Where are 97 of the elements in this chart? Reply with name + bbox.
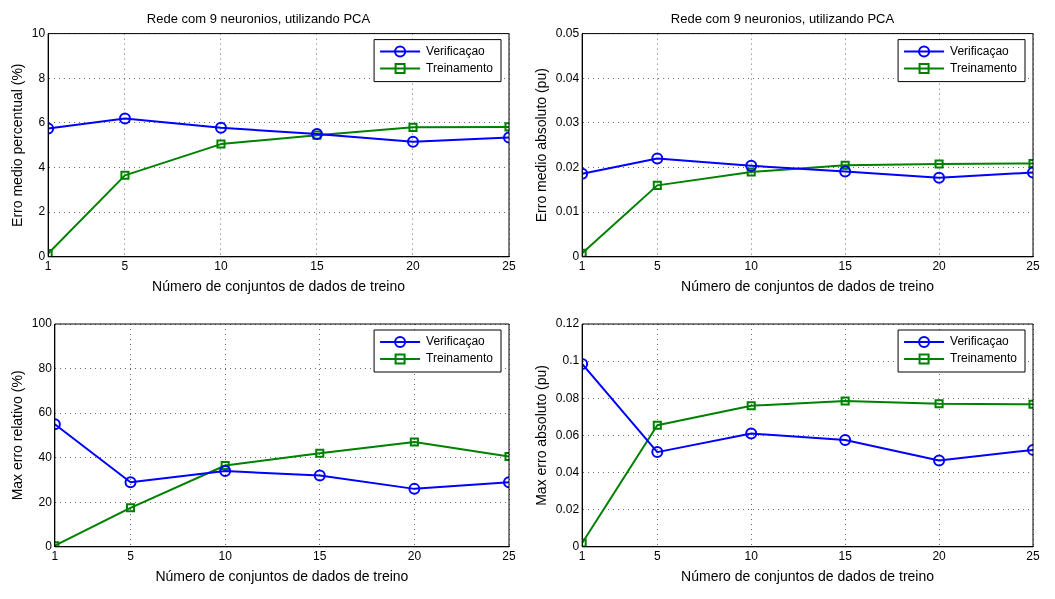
x-tick-label: 20 (407, 549, 422, 564)
point (933, 454, 946, 467)
point (840, 396, 850, 406)
point (214, 121, 227, 134)
x-tick-label: 1 (51, 549, 59, 564)
chart-title: Rede com 9 neuronios, utilizando PCA (670, 11, 895, 27)
legend-label: Verificaçao (426, 43, 486, 58)
y-tick-label: 40 (38, 449, 53, 464)
point (745, 159, 758, 172)
y-tick-label: 2 (38, 204, 46, 219)
x-tick-label: 15 (310, 259, 324, 274)
point (216, 139, 226, 149)
x-axis-title: Número de conjuntos de dados de treino (152, 278, 406, 295)
legend-label: Treinamento (426, 351, 494, 366)
x-tick-label: 5 (653, 549, 661, 564)
y-tick-label: 0 (572, 249, 580, 264)
y-tick-label: 0.02 (555, 501, 580, 516)
point (652, 420, 662, 430)
y-axis-title: Erro medio percentual (%) (9, 63, 26, 227)
y-tick-label: 0.06 (555, 427, 580, 442)
point (406, 135, 419, 148)
point (839, 434, 852, 447)
y-tick-label: 0 (45, 539, 53, 554)
y-tick-label: 0.12 (555, 316, 580, 331)
y-tick-label: 0 (38, 249, 46, 264)
x-axis-title: Número de conjuntos de dados de treino (155, 568, 409, 585)
x-tick-label: 10 (214, 259, 228, 274)
point (125, 503, 136, 513)
point (746, 167, 756, 177)
legend-label: Verificaçao (426, 334, 486, 349)
x-tick-label: 15 (313, 549, 327, 564)
x-tick-label: 10 (744, 549, 759, 564)
x-tick-label: 10 (218, 549, 233, 564)
y-tick-label: 0.01 (555, 204, 580, 219)
x-tick-label: 25 (1026, 259, 1040, 274)
y-axis-title: Max erro absoluto (pu) (533, 364, 550, 506)
x-tick-label: 20 (932, 259, 947, 274)
x-tick-label: 5 (653, 259, 661, 274)
point (120, 170, 130, 180)
x-tick-label: 20 (932, 549, 947, 564)
point (220, 460, 230, 471)
y-tick-label: 8 (38, 70, 46, 85)
y-tick-label: 0.03 (555, 115, 580, 130)
y-tick-label: 0 (572, 539, 580, 554)
point (652, 180, 662, 190)
point (124, 476, 137, 489)
x-tick-label: 15 (838, 549, 853, 564)
x-tick-label: 25 (502, 549, 516, 564)
y-tick-label: 0.04 (555, 70, 580, 85)
x-tick-label: 1 (578, 259, 586, 274)
x-axis-title: Número de conjuntos de dados de treino (681, 278, 935, 295)
point (651, 152, 664, 165)
point (839, 165, 852, 178)
point (408, 482, 421, 495)
x-axis-title: Número de conjuntos de dados de treino (681, 568, 935, 585)
y-tick-label: 10 (31, 25, 46, 40)
y-tick-label: 60 (38, 405, 53, 420)
point (651, 446, 664, 459)
y-axis-title: Erro medio absoluto (pu) (533, 68, 550, 223)
point (409, 437, 419, 447)
legend-label: Verificaçao (950, 334, 1010, 349)
y-tick-label: 0.04 (555, 464, 580, 479)
x-tick-label: 25 (502, 259, 516, 274)
point (408, 122, 418, 132)
y-tick-label: 4 (38, 159, 46, 174)
point (840, 160, 850, 170)
x-tick-label: 15 (838, 259, 853, 274)
x-tick-label: 10 (744, 259, 759, 274)
point (934, 159, 944, 169)
y-tick-label: 80 (38, 360, 53, 375)
legend-label: Treinamento (426, 60, 494, 75)
legend-label: Verificaçao (950, 43, 1010, 58)
point (746, 401, 756, 411)
chart-title: Rede com 9 neuronios, utilizando PCA (146, 11, 371, 27)
y-tick-label: 0.02 (555, 159, 580, 174)
x-tick-label: 25 (1026, 549, 1040, 564)
y-tick-label: 0.08 (555, 390, 580, 405)
y-tick-label: 0.05 (555, 25, 580, 40)
legend-label: Treinamento (950, 351, 1018, 366)
legend-label: Treinamento (950, 60, 1018, 75)
point (313, 469, 326, 482)
point (219, 465, 232, 478)
x-tick-label: 1 (44, 259, 52, 274)
y-tick-label: 20 (38, 494, 53, 509)
point (745, 427, 758, 440)
y-axis-title: Max erro relativo (%) (9, 370, 26, 501)
point (315, 448, 325, 458)
y-tick-label: 6 (38, 115, 46, 130)
y-tick-label: 100 (31, 316, 53, 331)
x-tick-label: 20 (406, 259, 420, 274)
x-tick-label: 5 (121, 259, 129, 274)
x-tick-label: 5 (127, 549, 135, 564)
point (934, 399, 944, 409)
point (118, 112, 131, 125)
x-tick-label: 1 (578, 549, 586, 564)
y-tick-label: 0.1 (562, 353, 580, 368)
point (933, 171, 946, 184)
